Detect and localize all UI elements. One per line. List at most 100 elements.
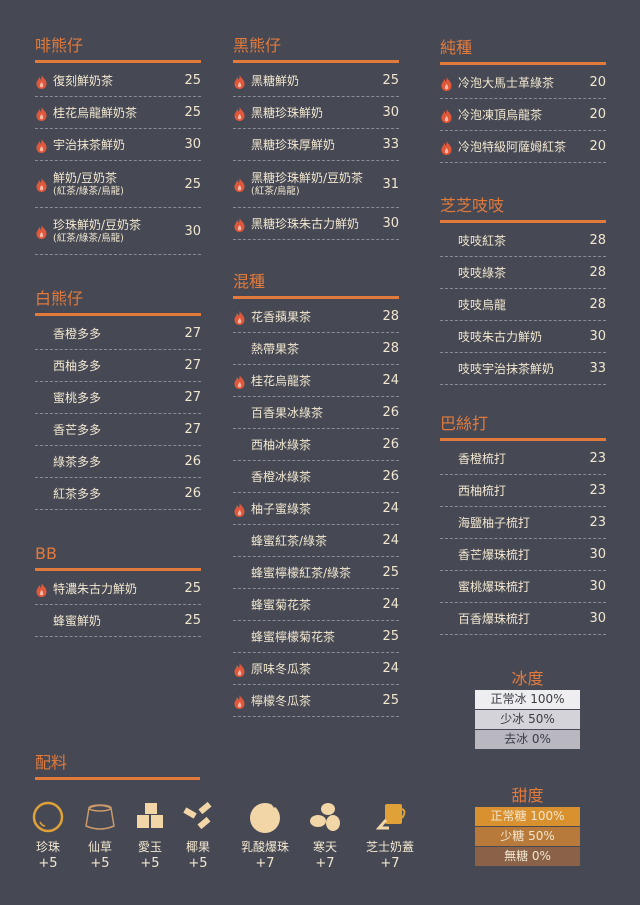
section-divider [35,568,201,571]
menu-item[interactable]: 黑糖珍珠鮮奶 30 [233,97,399,129]
sugar-level-option[interactable]: 少糖 50% [475,827,580,846]
menu-item[interactable]: 香橙多多 27 [35,318,201,350]
item-name: 蜜桃多多 [53,391,177,405]
ice-level-option[interactable]: 少冰 50% [475,710,580,729]
item-name-text: 宇治抹茶鮮奶 [53,137,126,152]
item-price: 28 [589,297,606,312]
menu-item[interactable]: 珍珠鮮奶/豆奶茶 (紅茶/綠茶/烏龍) 30 [35,208,201,255]
item-name: 蜂蜜檸檬紅茶/綠茶 [251,566,375,580]
menu-item[interactable]: 柚子蜜綠茶 24 [233,493,399,525]
item-name-text: 黑糖珍珠鮮奶/豆奶茶 [251,170,364,185]
item-name: 鮮奶/豆奶茶 (紅茶/綠茶/烏龍) [53,171,177,198]
topping-item: 芝士奶蓋 +7 [360,800,420,871]
item-price: 33 [382,137,399,152]
item-price: 27 [184,422,201,437]
menu-item[interactable]: 香橙冰綠茶 26 [233,461,399,493]
menu-item[interactable]: 蜂蜜檸檬菊花茶 25 [233,621,399,653]
menu-item[interactable]: 冷泡大馬士革綠茶 20 [440,67,606,99]
menu-item[interactable]: 桂花烏龍鮮奶茶 25 [35,97,201,129]
menu-item[interactable]: 綠茶多多 26 [35,446,201,478]
menu-item[interactable]: 原味冬瓜茶 24 [233,653,399,685]
menu-item[interactable]: 桂花烏龍茶 24 [233,365,399,397]
item-name: 蜂蜜鮮奶 [53,614,177,628]
section-soda: 巴絲打 香橙梳打 23 西柚梳打 23 海鹽柚子梳打 23 香芒爆珠梳打 30 蜜桃爆珠梳打 30 百… [440,413,606,635]
menu-item[interactable]: 西柚多多 27 [35,350,201,382]
item-name-text: 香橙多多 [53,326,102,341]
menu-item[interactable]: 冷泡凍頂烏龍茶 20 [440,99,606,131]
menu-item[interactable]: 紅茶多多 26 [35,478,201,510]
item-name-text: 西柚多多 [53,358,102,373]
item-name-text: 西柚冰綠茶 [251,437,312,452]
menu-item[interactable]: 吱吱紅茶 28 [440,225,606,257]
item-price: 23 [589,451,606,466]
popping-boba-icon [235,800,295,834]
item-name-text: 冷泡特級阿薩姆紅茶 [458,139,567,154]
menu-item[interactable]: 蜜桃多多 27 [35,382,201,414]
item-name-text: 吱吱宇治抹茶鮮奶 [458,361,555,376]
topping-price: +5 [140,856,160,871]
item-price: 25 [382,565,399,580]
menu-item[interactable]: 鮮奶/豆奶茶 (紅茶/綠茶/烏龍) 25 [35,161,201,208]
menu-item[interactable]: 特濃朱古力鮮奶 25 [35,573,201,605]
ice-level-option[interactable]: 去冰 0% [475,730,580,749]
menu-item[interactable]: 蜂蜜菊花茶 24 [233,589,399,621]
section-divider [35,60,201,63]
topping-price: +7 [255,856,275,871]
menu-item[interactable]: 蜂蜜鮮奶 25 [35,605,201,637]
menu-item[interactable]: 黑糖珍珠厚鮮奶 33 [233,129,399,161]
item-name-text: 吱吱朱古力鮮奶 [458,329,543,344]
menu-item[interactable]: 吱吱烏龍 28 [440,289,606,321]
cheese-foam-icon [360,800,420,834]
item-name-text: 吱吱紅茶 [458,233,507,248]
menu-item[interactable]: 百香果冰綠茶 26 [233,397,399,429]
menu-item[interactable]: 黑糖珍珠鮮奶/豆奶茶 (紅茶/烏龍) 31 [233,161,399,208]
topping-item: 椰果 +5 [168,800,228,871]
item-name-text: 香芒多多 [53,422,102,437]
menu-item[interactable]: 香芒多多 27 [35,414,201,446]
menu-item[interactable]: 復刻鮮奶茶 25 [35,65,201,97]
item-price: 26 [184,486,201,501]
menu-item[interactable]: 蜜桃爆珠梳打 30 [440,571,606,603]
ice-level-title: 冰度 [511,669,544,688]
item-price: 25 [382,73,399,88]
menu-item[interactable]: 西柚梳打 23 [440,475,606,507]
item-price: 27 [184,358,201,373]
menu-item[interactable]: 吱吱宇治抹茶鮮奶 33 [440,353,606,385]
menu-item[interactable]: 蜂蜜紅茶/綠茶 24 [233,525,399,557]
menu-item[interactable]: 蜂蜜檸檬紅茶/綠茶 25 [233,557,399,589]
menu-item[interactable]: 宇治抹茶鮮奶 30 [35,129,201,161]
menu-item[interactable]: 黑糖珍珠朱古力鮮奶 30 [233,208,399,240]
item-price: 28 [382,341,399,356]
menu-item[interactable]: 海鹽柚子梳打 23 [440,507,606,539]
hot-available-flame-icon [234,74,245,89]
item-name: 吱吱烏龍 [458,298,582,312]
menu-item[interactable]: 熱帶果茶 28 [233,333,399,365]
menu-item[interactable]: 吱吱朱古力鮮奶 30 [440,321,606,353]
menu-item[interactable]: 花香蘋果茶 28 [233,301,399,333]
menu-item[interactable]: 檸檬冬瓜茶 25 [233,685,399,717]
item-name-text: 桂花烏龍鮮奶茶 [53,105,138,120]
section-bb: BB 特濃朱古力鮮奶 25 蜂蜜鮮奶 25 [35,543,201,637]
sugar-level-option[interactable]: 正常糖 100% [475,807,580,826]
item-name: 百香爆珠梳打 [458,612,582,626]
menu-item[interactable]: 吱吱綠茶 28 [440,257,606,289]
menu-item[interactable]: 冷泡特級阿薩姆紅茶 20 [440,131,606,163]
grass-jelly-icon [70,800,130,834]
item-name: 黑糖珍珠鮮奶 [251,106,375,120]
ice-level-option[interactable]: 正常冰 100% [475,690,580,709]
menu-item[interactable]: 百香爆珠梳打 30 [440,603,606,635]
menu-item[interactable]: 西柚冰綠茶 26 [233,429,399,461]
topping-item: 仙草 +5 [70,800,130,871]
sugar-level-option[interactable]: 無糖 0% [475,847,580,866]
item-price: 30 [589,579,606,594]
menu-item[interactable]: 黑糖鮮奶 25 [233,65,399,97]
item-name-text: 特濃朱古力鮮奶 [53,581,138,596]
item-name-text: 海鹽柚子梳打 [458,515,531,530]
item-price: 25 [184,73,201,88]
menu-item[interactable]: 香芒爆珠梳打 30 [440,539,606,571]
topping-name: 仙草 [87,840,112,854]
section-title: 純種 [440,38,473,57]
sugar-level-title: 甜度 [511,786,544,805]
menu-item[interactable]: 香橙梳打 23 [440,443,606,475]
hot-available-flame-icon [234,662,245,677]
